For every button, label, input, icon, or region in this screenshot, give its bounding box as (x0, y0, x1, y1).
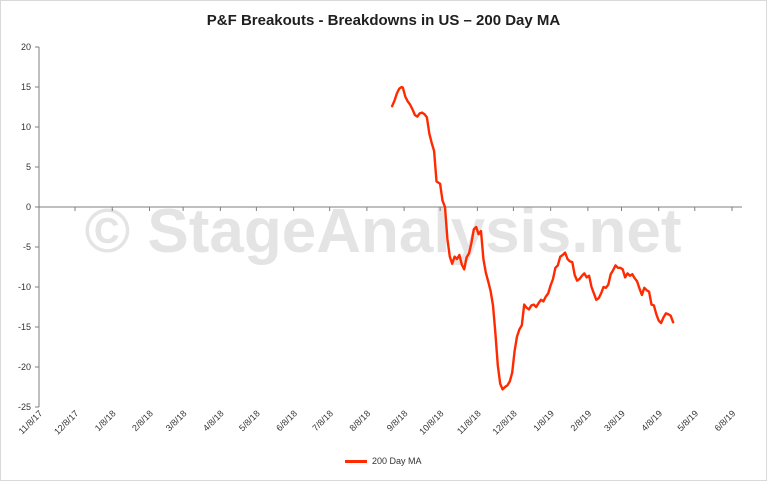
x-tick-label: 6/8/18 (274, 408, 299, 433)
x-tick-label: 11/8/18 (455, 408, 483, 436)
y-axis: 20 15 10 5 0 -5 -10 -15 -20 -25 (18, 42, 40, 412)
legend-label: 200 Day MA (371, 456, 422, 466)
y-tick-label: 20 (21, 42, 31, 52)
y-tick-label: 5 (26, 162, 31, 172)
x-tick-label: 4/8/19 (639, 408, 664, 433)
y-tick-label: -15 (18, 322, 31, 332)
watermark-text: © StageAnalysis.net (85, 197, 682, 266)
y-tick-label: -20 (18, 362, 31, 372)
y-tick-label: 10 (21, 122, 31, 132)
series-layer (390, 85, 675, 391)
legend: 200 Day MA (0, 456, 767, 466)
chart-title: P&F Breakouts - Breakdowns in US – 200 D… (206, 12, 561, 29)
legend-swatch (345, 460, 368, 464)
series-line-200-day-ma (390, 85, 675, 391)
x-tick-label: 10/8/18 (417, 408, 445, 436)
x-tick-label: 3/8/19 (602, 408, 627, 433)
x-tick-label: 7/8/18 (310, 408, 335, 433)
x-tick-label: 2/8/18 (130, 408, 155, 433)
x-tick-label: 1/8/19 (531, 408, 556, 433)
x-tick-label: 11/8/17 (17, 408, 45, 436)
x-tick-label: 2/8/19 (569, 408, 594, 433)
x-tick-label: 6/8/19 (713, 408, 738, 433)
x-tick-label: 1/8/18 (93, 408, 118, 433)
x-tick-label: 5/8/19 (675, 408, 700, 433)
y-tick-label: -10 (18, 282, 31, 292)
x-tick-label: 8/8/18 (348, 408, 373, 433)
y-tick-label: 0 (26, 202, 31, 212)
x-tick-label: 9/8/18 (385, 408, 410, 433)
y-tick-label: -5 (23, 242, 31, 252)
y-tick-label: 15 (21, 82, 31, 92)
x-tick-label: 5/8/18 (237, 408, 262, 433)
y-tick-label: -25 (18, 402, 31, 412)
x-tick-label: 12/8/18 (491, 408, 519, 436)
x-tick-label: 3/8/18 (164, 408, 189, 433)
x-tick-label: 4/8/18 (201, 408, 226, 433)
x-tick-label: 12/8/17 (52, 408, 80, 436)
